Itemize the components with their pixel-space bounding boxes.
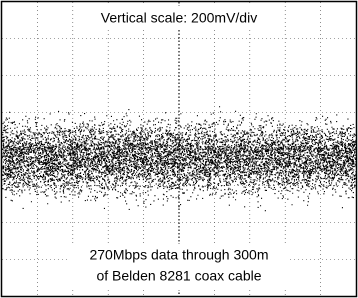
caption-line: 270Mbps data through 300m bbox=[89, 247, 268, 263]
scope-screen: Vertical scale: 200mV/div 270Mbps data t… bbox=[0, 0, 358, 298]
caption-line: of Belden 8281 coax cable bbox=[96, 268, 261, 284]
page: Vertical scale: 200mV/div 270Mbps data t… bbox=[0, 0, 358, 298]
scale-label: Vertical scale: 200mV/div bbox=[101, 10, 257, 26]
